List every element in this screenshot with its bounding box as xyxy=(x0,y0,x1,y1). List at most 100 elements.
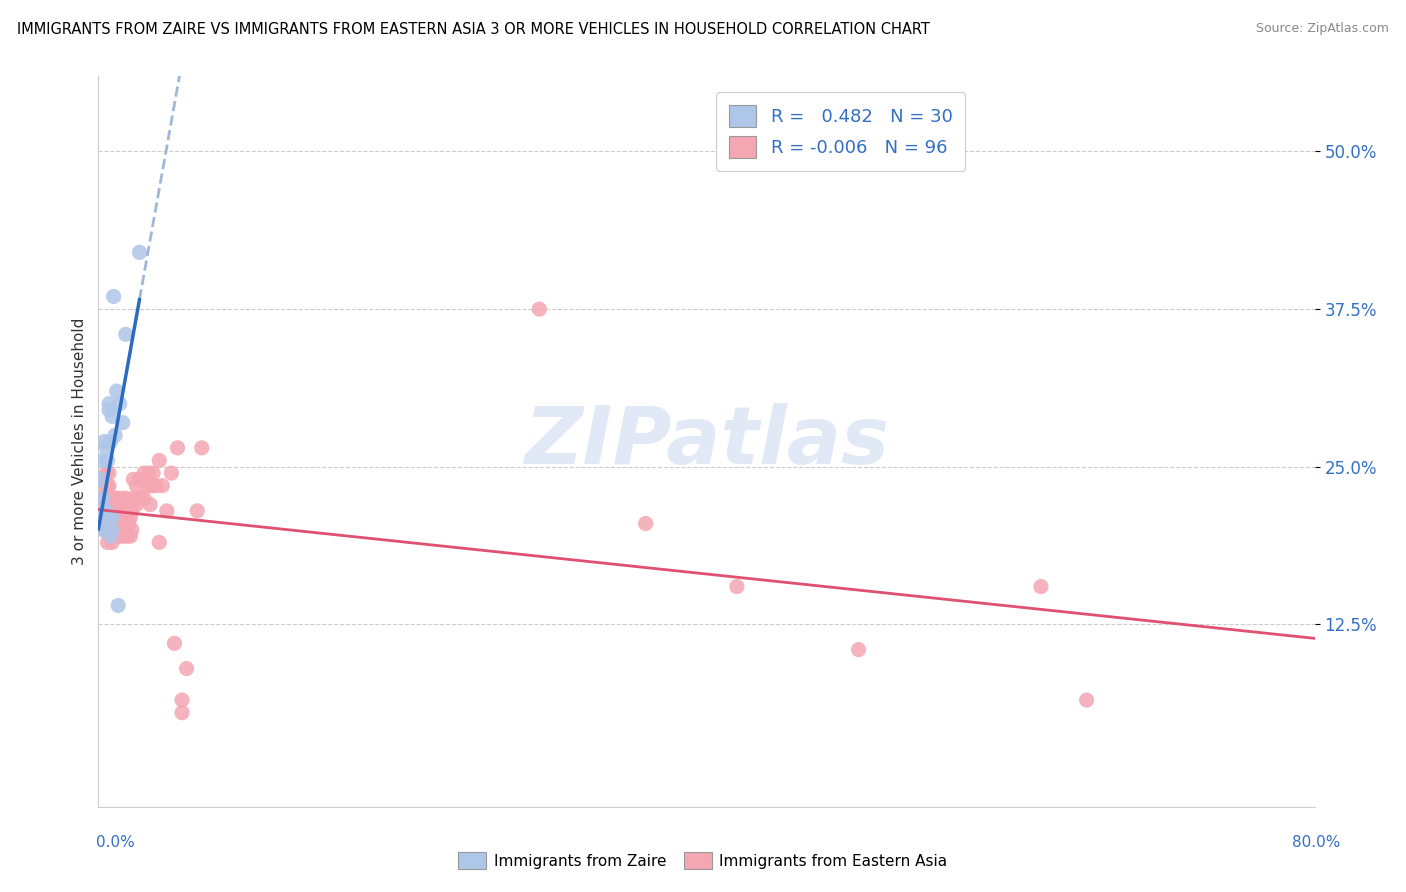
Point xyxy=(100,529,122,543)
Point xyxy=(108,397,131,411)
Point xyxy=(117,510,139,524)
Point xyxy=(163,636,186,650)
Point xyxy=(103,516,125,531)
Point xyxy=(93,491,115,506)
Point xyxy=(96,535,118,549)
Point xyxy=(87,510,110,524)
Point xyxy=(94,523,117,537)
Text: ZIPatlas: ZIPatlas xyxy=(524,402,889,481)
Point xyxy=(111,504,134,518)
Point xyxy=(101,504,124,518)
Point xyxy=(93,523,115,537)
Text: 80.0%: 80.0% xyxy=(1292,836,1340,850)
Point xyxy=(87,516,110,531)
Point xyxy=(108,523,131,537)
Point xyxy=(93,434,115,449)
Point xyxy=(156,504,179,518)
Point xyxy=(131,472,153,486)
Point xyxy=(104,529,127,543)
Point xyxy=(100,434,122,449)
Point xyxy=(118,516,141,531)
Point xyxy=(127,491,149,506)
Point xyxy=(100,516,122,531)
Point xyxy=(94,466,117,480)
Point xyxy=(111,523,134,537)
Point xyxy=(98,529,121,543)
Point xyxy=(105,523,128,537)
Point xyxy=(148,453,170,467)
Point xyxy=(166,441,188,455)
Point xyxy=(107,599,129,613)
Point xyxy=(117,529,139,543)
Point xyxy=(136,478,159,492)
Point xyxy=(108,504,131,518)
Point xyxy=(100,491,122,506)
Legend: R =   0.482   N = 30, R = -0.006   N = 96: R = 0.482 N = 30, R = -0.006 N = 96 xyxy=(717,92,965,170)
Point xyxy=(105,491,128,506)
Point xyxy=(100,529,122,543)
Point xyxy=(103,529,125,543)
Point xyxy=(96,453,118,467)
Point xyxy=(725,580,748,594)
Point xyxy=(91,498,114,512)
Point xyxy=(634,516,657,531)
Point xyxy=(141,478,163,492)
Point xyxy=(105,384,128,398)
Point xyxy=(129,491,152,506)
Point xyxy=(96,504,118,518)
Point xyxy=(122,472,145,486)
Point xyxy=(114,327,136,342)
Point xyxy=(120,510,142,524)
Point xyxy=(96,516,118,531)
Point xyxy=(89,510,111,524)
Point xyxy=(98,491,121,506)
Point xyxy=(91,523,114,537)
Point xyxy=(112,529,135,543)
Point xyxy=(125,478,148,492)
Point xyxy=(125,498,148,512)
Point xyxy=(103,289,125,303)
Point xyxy=(90,472,112,486)
Y-axis label: 3 or more Vehicles in Household: 3 or more Vehicles in Household xyxy=(72,318,87,566)
Point xyxy=(101,535,124,549)
Text: IMMIGRANTS FROM ZAIRE VS IMMIGRANTS FROM EASTERN ASIA 3 OR MORE VEHICLES IN HOUS: IMMIGRANTS FROM ZAIRE VS IMMIGRANTS FROM… xyxy=(17,22,929,37)
Point xyxy=(191,441,214,455)
Point xyxy=(128,245,150,260)
Point xyxy=(132,491,155,506)
Point xyxy=(139,498,162,512)
Point xyxy=(114,504,136,518)
Point xyxy=(94,516,117,531)
Point xyxy=(111,416,134,430)
Point xyxy=(121,523,143,537)
Point xyxy=(176,661,198,675)
Point xyxy=(128,472,150,486)
Point xyxy=(160,466,183,480)
Point xyxy=(114,523,136,537)
Point xyxy=(93,504,115,518)
Point xyxy=(91,478,114,492)
Point xyxy=(103,491,125,506)
Legend: Immigrants from Zaire, Immigrants from Eastern Asia: Immigrants from Zaire, Immigrants from E… xyxy=(453,846,953,875)
Point xyxy=(142,466,165,480)
Point xyxy=(89,516,111,531)
Point xyxy=(98,403,121,417)
Point xyxy=(94,510,117,524)
Point xyxy=(98,478,121,492)
Point xyxy=(103,504,125,518)
Point xyxy=(104,491,127,506)
Point xyxy=(1076,693,1098,707)
Point xyxy=(101,523,124,537)
Point xyxy=(91,491,114,506)
Point xyxy=(91,491,114,506)
Point xyxy=(101,409,124,424)
Point xyxy=(1029,580,1052,594)
Point xyxy=(98,397,121,411)
Point xyxy=(98,504,121,518)
Point xyxy=(93,510,115,524)
Point xyxy=(107,510,129,524)
Point xyxy=(118,498,141,512)
Point xyxy=(105,504,128,518)
Point xyxy=(90,453,112,467)
Point xyxy=(94,478,117,492)
Point xyxy=(170,706,193,720)
